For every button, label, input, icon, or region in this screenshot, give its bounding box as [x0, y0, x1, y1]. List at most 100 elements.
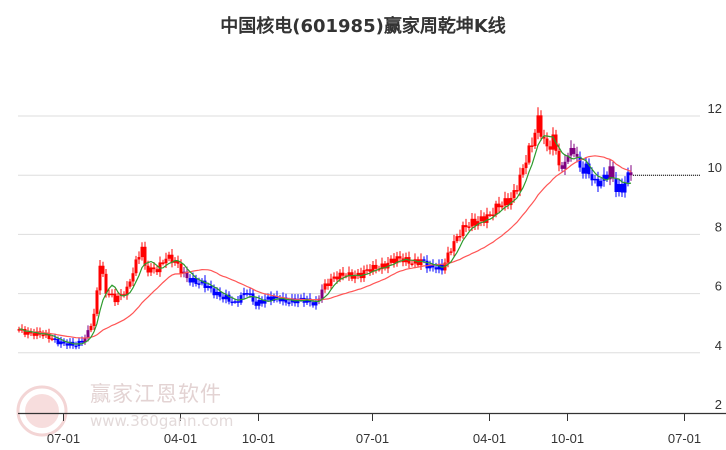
candle-body — [557, 150, 561, 166]
candle — [53, 333, 57, 343]
candle-body — [605, 174, 609, 180]
candle-body — [221, 296, 225, 300]
candle-body — [314, 301, 318, 306]
candle-body — [620, 184, 624, 193]
candle — [140, 242, 144, 261]
candle-body — [506, 198, 510, 206]
candle — [83, 334, 87, 345]
candle — [101, 261, 105, 278]
candle-body — [164, 258, 168, 264]
candle-body — [335, 276, 339, 280]
candle — [515, 185, 519, 195]
candle-body — [128, 281, 132, 287]
candle-body — [101, 265, 105, 274]
candle-body — [56, 339, 60, 345]
candle-body — [341, 272, 345, 276]
candle — [365, 264, 369, 274]
candle — [227, 291, 231, 305]
candle-body — [65, 343, 69, 346]
candle-body — [584, 163, 588, 174]
candle — [152, 262, 156, 274]
candle — [461, 221, 465, 239]
candle — [629, 165, 633, 181]
candle — [170, 248, 174, 268]
candle — [173, 257, 177, 266]
candle — [239, 292, 243, 305]
candle-body — [398, 256, 402, 259]
candle — [545, 132, 549, 152]
candle-body — [500, 205, 504, 208]
candle-body — [545, 138, 549, 147]
candle — [602, 167, 606, 187]
candle-body — [233, 301, 237, 303]
candle — [614, 172, 618, 198]
candle-body — [542, 136, 546, 139]
candle-body — [149, 267, 153, 273]
candle-body — [251, 293, 255, 302]
candle — [32, 328, 36, 340]
candle-body — [143, 246, 147, 266]
candle — [464, 218, 468, 233]
candle — [458, 229, 462, 242]
candle-body — [578, 156, 582, 168]
candle-body — [326, 283, 330, 286]
candle-body — [470, 218, 474, 227]
candle — [578, 151, 582, 172]
candle-body — [59, 341, 63, 345]
candle — [116, 292, 120, 306]
candle — [485, 207, 489, 229]
candle-body — [482, 216, 486, 223]
candle — [326, 278, 330, 290]
candle-body — [338, 272, 342, 280]
candle-body — [134, 259, 138, 274]
candle-body — [17, 329, 21, 331]
candle — [482, 212, 486, 227]
candle-body — [617, 184, 621, 192]
x-tick-label: 07-01 — [356, 431, 389, 446]
candles — [17, 107, 633, 350]
candle — [269, 291, 273, 306]
candle — [518, 167, 522, 197]
candle-body — [173, 261, 177, 263]
candle-body — [590, 174, 594, 181]
candle — [593, 174, 597, 184]
candle — [224, 289, 228, 304]
candle — [221, 292, 225, 303]
candle-body — [413, 259, 417, 264]
candle-body — [602, 174, 606, 181]
candle-body — [35, 331, 39, 336]
candle-body — [131, 273, 135, 282]
candle — [41, 330, 45, 339]
candle-body — [536, 115, 540, 133]
candle-body — [161, 262, 165, 264]
candle — [566, 152, 570, 165]
candle-body — [449, 251, 453, 253]
candle-body — [323, 283, 327, 290]
candle-body — [389, 258, 393, 263]
candle-body — [47, 333, 51, 340]
candle-body — [248, 293, 252, 295]
candle-body — [452, 241, 456, 252]
candle — [449, 248, 453, 256]
candle — [26, 327, 30, 339]
candle — [467, 221, 471, 231]
candle-body — [170, 254, 174, 263]
candle — [527, 142, 531, 165]
candle — [530, 137, 534, 153]
candle-body — [581, 167, 585, 174]
candle — [560, 162, 564, 172]
candle-body — [575, 153, 579, 157]
candle — [389, 255, 393, 266]
candle-body — [269, 296, 273, 301]
candle-body — [566, 155, 570, 162]
candle — [617, 178, 621, 197]
candle — [92, 308, 96, 330]
x-tick-label: 04-01 — [473, 431, 506, 446]
candle-body — [266, 296, 270, 300]
candle-body — [488, 214, 492, 216]
candle-body — [560, 165, 564, 169]
y-tick-label: 10 — [708, 160, 722, 175]
candle-body — [92, 313, 96, 326]
candle-body — [53, 338, 57, 340]
candle-body — [437, 264, 441, 270]
